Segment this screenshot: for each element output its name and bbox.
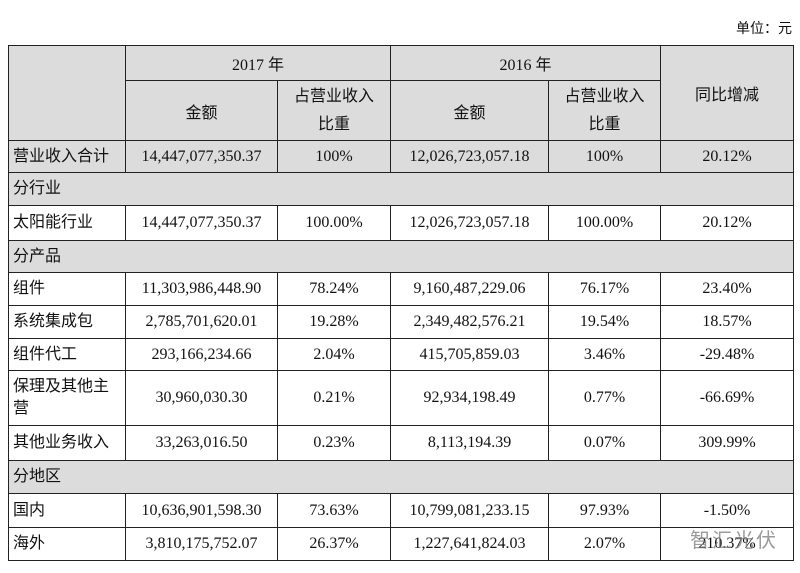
- value-cell: -1.50%: [660, 493, 795, 528]
- value-cell: 73.63%: [276, 493, 392, 528]
- value-cell: 2,785,701,620.01: [125, 305, 278, 339]
- row-label: 系统集成包: [8, 305, 126, 339]
- header-row: 2017 年 2016 年 同比增减: [8, 45, 795, 141]
- value-cell: 19.54%: [548, 305, 662, 339]
- value-cell: 1,227,641,824.03: [390, 527, 550, 561]
- value-cell: 2,349,482,576.21: [390, 305, 550, 339]
- value-cell: 100%: [276, 140, 392, 173]
- value-cell: 11,303,986,448.90: [125, 272, 278, 306]
- value-cell: 33,263,016.50: [125, 425, 278, 461]
- value-cell: 14,447,077,350.37: [125, 140, 278, 173]
- value-cell: 3.46%: [548, 338, 662, 371]
- row-label: 海外: [8, 527, 126, 561]
- value-cell: 18.57%: [660, 305, 795, 339]
- row-label: 营业收入合计: [8, 140, 126, 173]
- value-cell: 10,799,081,233.15: [390, 493, 550, 528]
- header-cell: 金额: [390, 80, 550, 141]
- value-cell: -29.48%: [660, 338, 795, 371]
- value-cell: 0.07%: [548, 425, 662, 461]
- header-cell: 占营业收入 比重: [276, 80, 392, 141]
- value-cell: 100%: [548, 140, 662, 173]
- table-body: 营业收入合计 14,447,077,350.37 100% 12,026,723,05…: [7, 140, 795, 561]
- data-row: 组件代工 293,166,234.66 2.04% 415,705,859.03 3.4…: [8, 338, 795, 371]
- data-row: 其他业务收入 33,263,016.50 0.23% 8,113,194.39 0.07…: [8, 425, 795, 461]
- value-cell: -66.69%: [660, 370, 795, 426]
- header-line: 比重: [588, 115, 621, 133]
- value-cell: 0.77%: [548, 370, 662, 426]
- data-row: 营业收入合计 14,447,077,350.37 100% 12,026,723,05…: [8, 140, 795, 173]
- data-row: 保理及其他主营 30,960,030.30 0.21% 92,934,198.49 0.…: [8, 370, 795, 426]
- header-cell: 金额: [125, 80, 278, 141]
- value-cell: 210.37%: [660, 527, 795, 561]
- value-cell: 20.12%: [660, 140, 795, 173]
- value-cell: 8,113,194.39: [390, 425, 550, 461]
- data-row: 系统集成包 2,785,701,620.01 19.28% 2,349,482,576…: [8, 305, 795, 339]
- value-cell: 2.07%: [548, 527, 662, 561]
- value-cell: 100.00%: [276, 205, 392, 241]
- data-row: 组件 11,303,986,448.90 78.24% 9,160,487,229.0…: [8, 272, 795, 306]
- value-cell: 3,810,175,752.07: [125, 527, 278, 561]
- section-row: 分行业: [7, 172, 795, 206]
- value-cell: 0.23%: [276, 425, 392, 461]
- data-row: 海外 3,810,175,752.07 26.37% 1,227,641,824.03…: [8, 527, 795, 561]
- data-row: 太阳能行业 14,447,077,350.37 100.00% 12,026,723,…: [8, 205, 795, 241]
- value-cell: 78.24%: [276, 272, 392, 306]
- value-cell: 2.04%: [276, 338, 392, 371]
- row-label: 其他业务收入: [8, 425, 126, 461]
- header-line: 占营业收入: [294, 87, 375, 105]
- header-line: 比重: [318, 115, 351, 133]
- value-cell: 30,960,030.30: [125, 370, 278, 426]
- value-cell: 12,026,723,057.18: [390, 205, 550, 241]
- row-label: 分产品: [7, 240, 795, 273]
- value-cell: 97.93%: [548, 493, 662, 528]
- header-cell: 2017 年: [124, 45, 392, 81]
- header-cell: 同比增减: [660, 45, 795, 141]
- value-cell: 100.00%: [548, 205, 662, 241]
- row-label: 分地区: [7, 460, 795, 494]
- row-label: 组件代工: [8, 338, 126, 371]
- header-cell: [8, 45, 126, 141]
- value-cell: 0.21%: [276, 370, 392, 426]
- value-cell: 26.37%: [276, 527, 392, 561]
- section-row: 分地区: [7, 460, 795, 494]
- value-cell: 415,705,859.03: [390, 338, 550, 371]
- section-row: 分产品: [7, 240, 795, 273]
- value-cell: 12,026,723,057.18: [390, 140, 550, 173]
- row-label: 保理及其他主营: [8, 370, 126, 426]
- value-cell: 14,447,077,350.37: [125, 205, 278, 241]
- header-cell: 2016 年: [390, 45, 662, 81]
- value-cell: 76.17%: [548, 272, 662, 306]
- row-label: 组件: [8, 272, 126, 306]
- value-cell: 19.28%: [276, 305, 392, 339]
- value-cell: 293,166,234.66: [125, 338, 278, 371]
- value-cell: 20.12%: [660, 205, 795, 241]
- watermark: 智汇光伏: [690, 530, 778, 552]
- row-label: 国内: [8, 493, 126, 528]
- value-cell: 10,636,901,598.30: [125, 493, 278, 528]
- revenue-table: 2017 年 2016 年 同比增减 金额 占营业收入比重 金额 占营业收入比重…: [7, 45, 795, 561]
- value-cell: 309.99%: [660, 425, 795, 461]
- value-cell: 9,160,487,229.06: [390, 272, 550, 306]
- row-label: 太阳能行业: [8, 205, 126, 241]
- row-label: 分行业: [7, 172, 795, 206]
- value-cell: 92,934,198.49: [390, 370, 550, 426]
- data-row: 国内 10,636,901,598.30 73.63% 10,799,081,233.…: [8, 493, 795, 528]
- header-cell: 占营业收入 比重: [548, 80, 662, 141]
- value-cell: 23.40%: [660, 272, 795, 306]
- header-line: 占营业收入: [564, 87, 645, 105]
- unit-label: 单位：元: [736, 22, 792, 37]
